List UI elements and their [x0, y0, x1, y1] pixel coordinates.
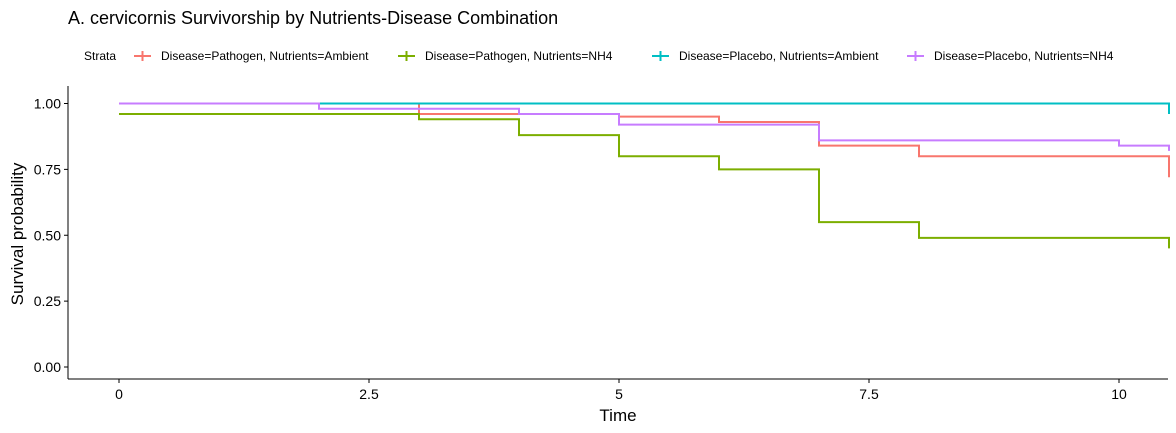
- y-axis-title: Survival probability: [8, 162, 27, 305]
- y-tick-label: 1.00: [34, 96, 61, 112]
- x-tick-label: 5: [615, 386, 623, 402]
- y-tick-label: 0.75: [34, 161, 61, 177]
- chart-title: A. cervicornis Survivorship by Nutrients…: [68, 8, 558, 28]
- legend-title: Strata: [84, 49, 116, 63]
- series-line-4: [119, 102, 1170, 151]
- y-tick-label: 0.25: [34, 293, 61, 309]
- y-tick-label: 0.00: [34, 359, 61, 375]
- plot-area: 0.00 0.25 0.50 0.75 1.00 0 2.5 5 7.5 10: [34, 86, 1170, 402]
- x-tick-label: 0: [115, 386, 123, 402]
- legend-label: Disease=Placebo, Nutrients=Ambient: [679, 49, 879, 63]
- legend-label: Disease=Pathogen, Nutrients=NH4: [425, 49, 613, 63]
- legend: Strata Disease=Pathogen, Nutrients=Ambien…: [84, 49, 1114, 63]
- series-line-3: [119, 102, 1170, 115]
- series-line-2: [119, 113, 1170, 249]
- x-tick-label: 10: [1111, 386, 1127, 402]
- x-tick-label: 7.5: [859, 386, 879, 402]
- x-axis-title: Time: [599, 406, 636, 425]
- x-tick-label: 2.5: [359, 386, 379, 402]
- y-tick-label: 0.50: [34, 227, 61, 243]
- legend-label: Disease=Pathogen, Nutrients=Ambient: [161, 49, 369, 63]
- legend-label: Disease=Placebo, Nutrients=NH4: [934, 49, 1114, 63]
